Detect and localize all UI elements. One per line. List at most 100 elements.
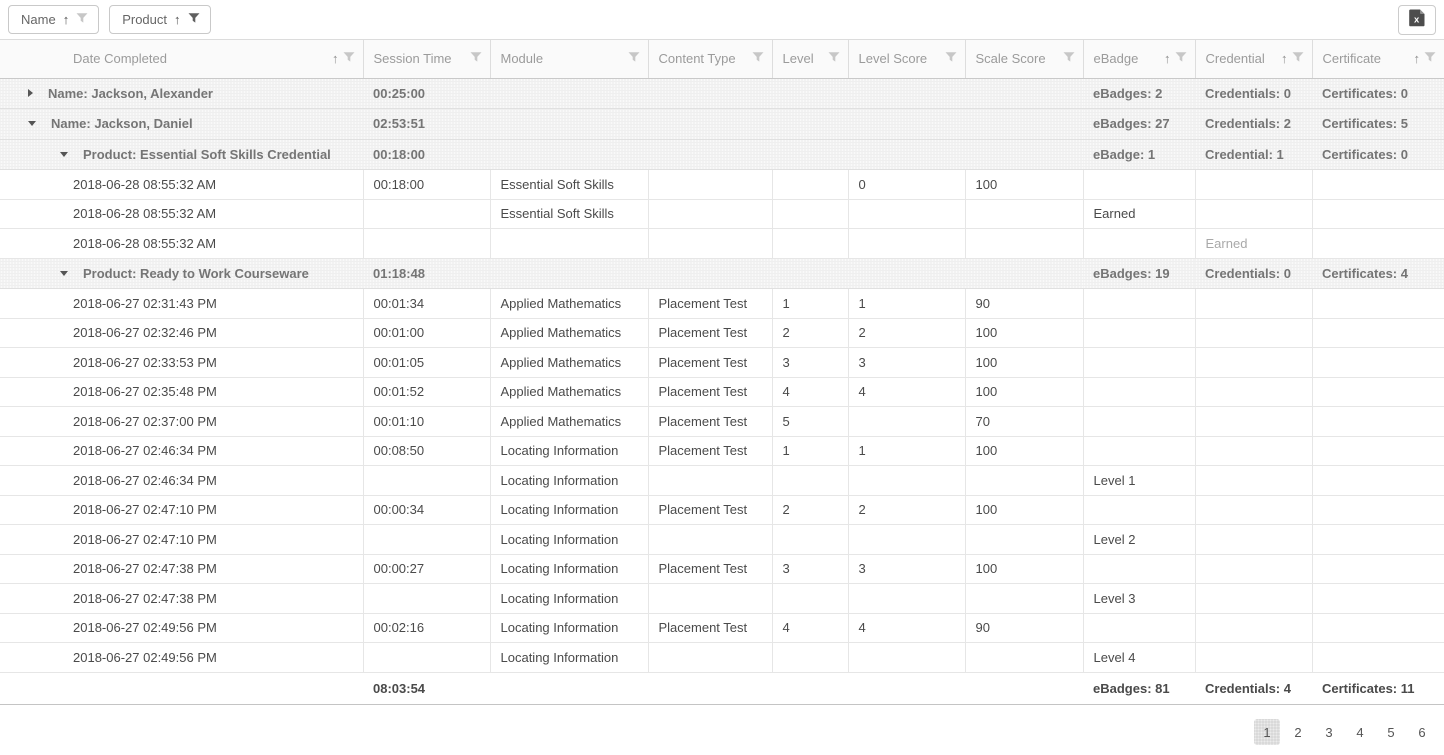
cell-scale_score: 100 [964, 347, 1083, 378]
cell-session: 00:01:05 [362, 347, 490, 378]
product-group-row[interactable]: Product: Essential Soft Skills Credentia… [0, 139, 1444, 170]
column-header-ebadge[interactable]: eBadge ↑ [1082, 40, 1195, 79]
filter-icon[interactable] [752, 51, 764, 66]
cell-certificate [1311, 495, 1444, 525]
table-row[interactable]: 2018-06-27 02:49:56 PM Locating Informati… [0, 642, 1444, 673]
collapse-group-icon[interactable] [28, 121, 36, 127]
sort-asc-icon[interactable]: ↑ [174, 12, 181, 27]
sort-asc-icon[interactable]: ↑ [1164, 51, 1171, 67]
table-row[interactable]: 2018-06-27 02:46:34 PM 00:08:50 Locating I… [0, 436, 1444, 466]
table-row[interactable]: 2018-06-27 02:47:38 PM 00:00:27 Locating I… [0, 554, 1444, 584]
cell-credential: Earned [1194, 228, 1312, 259]
expand-group-icon[interactable] [28, 89, 33, 98]
cell-content: Placement Test [647, 613, 772, 643]
cell-content [647, 642, 772, 673]
table-row[interactable]: 2018-06-27 02:37:00 PM 00:01:10 Applied Ma… [0, 406, 1444, 437]
cell-credential [1194, 583, 1312, 614]
cell-module: Applied Mathematics [489, 318, 648, 348]
cell-ebadge [1082, 406, 1195, 437]
group-credential-total: Credentials: 2 [1195, 108, 1312, 140]
cell-date: 2018-06-27 02:49:56 PM [0, 642, 363, 673]
table-row[interactable]: 2018-06-27 02:35:48 PM 00:01:52 Applied Ma… [0, 377, 1444, 407]
page-button-4[interactable]: 4 [1356, 724, 1364, 740]
page-button-1[interactable]: 1 [1254, 719, 1280, 745]
cell-content: Placement Test [647, 347, 772, 378]
page-button-5[interactable]: 5 [1387, 724, 1395, 740]
sort-asc-icon[interactable]: ↑ [1281, 51, 1288, 67]
column-header-scale_score[interactable]: Scale Score [964, 40, 1083, 79]
cell-module: Locating Information [489, 495, 648, 525]
filter-icon[interactable] [188, 12, 200, 27]
page-button-6[interactable]: 6 [1418, 724, 1426, 740]
column-header-credential[interactable]: Credential ↑ [1194, 40, 1312, 79]
sort-asc-icon[interactable]: ↑ [1413, 51, 1421, 67]
name-group-row[interactable]: Name: Jackson, Daniel 02:53:51 eBadges: 27… [0, 108, 1444, 140]
cell-certificate [1311, 406, 1444, 437]
cell-level_score: 4 [847, 377, 965, 407]
table-row[interactable]: 2018-06-27 02:31:43 PM 00:01:34 Applied Ma… [0, 288, 1444, 319]
filter-icon[interactable] [628, 51, 640, 66]
table-row[interactable]: 2018-06-27 02:47:38 PM Locating Informati… [0, 583, 1444, 614]
cell-level_score: 0 [847, 169, 965, 200]
table-row[interactable]: 2018-06-28 08:55:32 AM 00:18:00 Essential … [0, 169, 1444, 200]
cell-session [362, 524, 490, 555]
cell-credential [1194, 495, 1312, 525]
cell-module: Essential Soft Skills [489, 199, 648, 229]
cell-level_score: 1 [847, 436, 965, 466]
column-header-date[interactable]: Date Completed ↑ [0, 40, 363, 79]
table-row[interactable]: 2018-06-28 08:55:32 AM Earned [0, 228, 1444, 259]
table-row[interactable]: 2018-06-27 02:49:56 PM 00:02:16 Locating I… [0, 613, 1444, 643]
group-ebadge-total: eBadges: 27 [1083, 108, 1195, 140]
table-row[interactable]: 2018-06-27 02:32:46 PM 00:01:00 Applied Ma… [0, 318, 1444, 348]
filter-icon[interactable] [343, 51, 355, 66]
table-row[interactable]: 2018-06-27 02:33:53 PM 00:01:05 Applied Ma… [0, 347, 1444, 378]
table-row[interactable]: 2018-06-27 02:47:10 PM 00:00:34 Locating I… [0, 495, 1444, 525]
collapse-group-icon[interactable] [60, 151, 68, 157]
group-certificate-total: Certificates: 5 [1312, 108, 1444, 140]
cell-date: 2018-06-28 08:55:32 AM [0, 169, 363, 200]
page-button-2[interactable]: 2 [1294, 724, 1302, 740]
cell-date: 2018-06-27 02:47:10 PM [0, 495, 363, 525]
column-label: Credential [1205, 51, 1265, 67]
filter-icon[interactable] [1292, 51, 1304, 66]
table-row[interactable]: 2018-06-28 08:55:32 AM Essential Soft Ski… [0, 199, 1444, 229]
group-chip-label: Name [21, 12, 56, 27]
filter-icon[interactable] [76, 12, 88, 27]
filter-icon[interactable] [1424, 51, 1436, 66]
group-chip-product[interactable]: Product ↑ [109, 5, 211, 34]
cell-level: 2 [771, 495, 848, 525]
group-chip-label: Product [122, 12, 167, 27]
filter-icon[interactable] [828, 51, 840, 66]
table-row[interactable]: 2018-06-27 02:47:10 PM Locating Informati… [0, 524, 1444, 555]
group-chip-name[interactable]: Name ↑ [8, 5, 100, 34]
column-header-level[interactable]: Level [771, 40, 848, 79]
cell-module: Applied Mathematics [489, 377, 648, 407]
cell-scale_score: 100 [964, 495, 1083, 525]
cell-ebadge [1082, 169, 1195, 200]
filter-icon[interactable] [945, 51, 957, 66]
sort-asc-icon[interactable]: ↑ [332, 51, 339, 67]
name-group-row[interactable]: Name: Jackson, Alexander 00:25:00 eBadges:… [0, 78, 1444, 109]
page-button-3[interactable]: 3 [1325, 724, 1333, 740]
sort-asc-icon[interactable]: ↑ [62, 12, 70, 27]
excel-export-button[interactable]: x [1398, 4, 1436, 35]
filter-icon[interactable] [470, 51, 482, 66]
column-header-module[interactable]: Module [489, 40, 648, 79]
table-row[interactable]: 2018-06-27 02:46:34 PM Locating Informati… [0, 465, 1444, 496]
cell-credential [1194, 465, 1312, 496]
filter-icon[interactable] [1063, 51, 1075, 66]
cell-level_score [847, 199, 965, 229]
column-header-content[interactable]: Content Type [647, 40, 772, 79]
cell-level_score: 3 [847, 554, 965, 584]
cell-scale_score: 90 [964, 613, 1083, 643]
product-group-row[interactable]: Product: Ready to Work Courseware 01:18:4… [0, 258, 1444, 289]
column-header-session[interactable]: Session Time [362, 40, 490, 79]
column-header-certificate[interactable]: Certificate ↑ [1311, 40, 1444, 79]
collapse-group-icon[interactable] [60, 270, 68, 276]
cell-certificate [1311, 613, 1444, 643]
grouping-bar: Name ↑ Product ↑ x [0, 0, 1444, 40]
cell-ebadge [1082, 613, 1195, 643]
column-header-level_score[interactable]: Level Score [847, 40, 965, 79]
filter-icon[interactable] [1175, 51, 1187, 66]
column-label: Certificate [1322, 51, 1382, 67]
